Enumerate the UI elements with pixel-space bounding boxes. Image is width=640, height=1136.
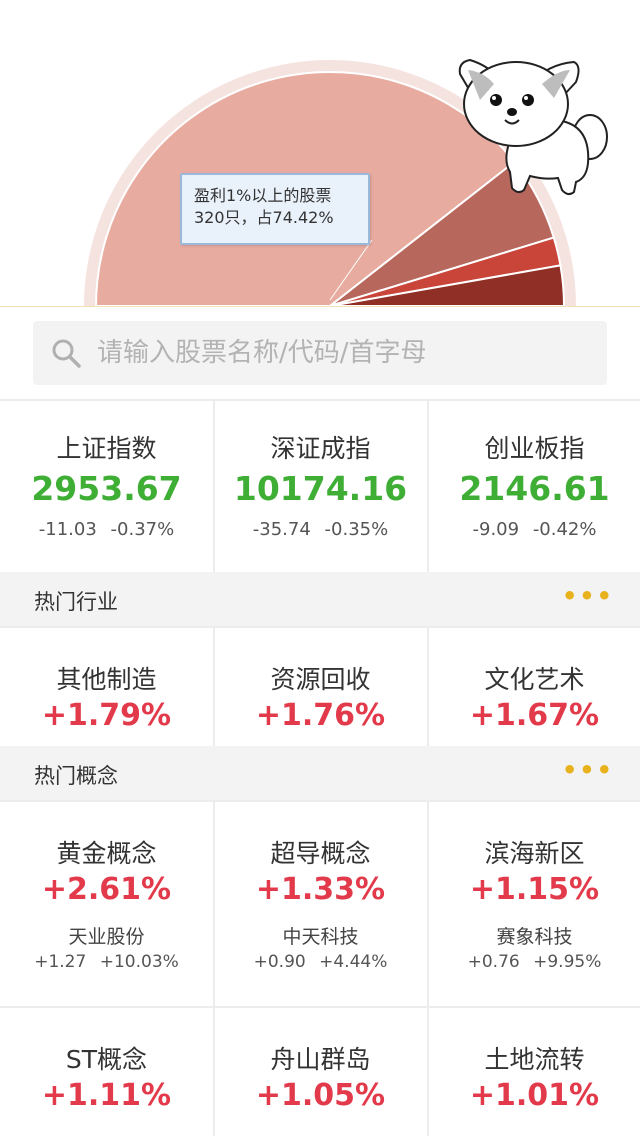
index-value: 2146.61 [459,469,610,508]
leading-stock: 天业股份 [68,926,145,948]
index-change-pct: -0.37% [110,519,175,540]
hot-concept-row: 黄金概念 +2.61% 天业股份 +1.27 +10.03% 超导概念 +1.3… [0,800,640,1006]
index-change: -35.74 -0.35% [215,519,426,540]
industry-card[interactable]: 其他制造 +1.79% [0,628,213,746]
concept-name: 超导概念 [270,839,371,868]
industry-pct: +1.76% [255,698,386,733]
index-value: 2953.67 [31,469,182,508]
leading-stock: 赛象科技 [496,926,573,948]
more-icon[interactable]: ••• [561,756,614,784]
industry-pct: +1.79% [41,698,172,733]
stock-change-pct: +10.03% [99,952,179,972]
concept-card[interactable]: 黄金概念 +2.61% 天业股份 +1.27 +10.03% [0,802,213,1006]
hot-industry-row: 其他制造 +1.79% 资源回收 +1.76% 文化艺术 +1.67% [0,626,640,746]
concept-pct: +1.15% [469,872,600,907]
index-card-chinext[interactable]: 创业板指 2146.61 -9.09 -0.42% [427,401,640,572]
market-panel: 请输入股票名称/代码/首字母 上证指数 2953.67 -11.03 -0.37… [0,306,640,1136]
search-box[interactable]: 请输入股票名称/代码/首字母 [33,321,607,385]
pie-center-line [329,239,373,301]
industry-pct: +1.67% [469,698,600,733]
index-name: 上证指数 [56,434,157,463]
section-title: 热门概念 [34,764,118,788]
index-value: 10174.16 [233,469,408,508]
index-change-pct: -0.35% [324,519,389,540]
tooltip-value: 320只，占74.42% [194,208,334,227]
stock-change-value: +1.27 [34,952,87,972]
index-card-shanghai[interactable]: 上证指数 2953.67 -11.03 -0.37% [0,401,213,572]
index-name: 创业板指 [484,434,585,463]
pie-slice-4[interactable] [329,264,566,306]
search-bar: 请输入股票名称/代码/首字母 [0,307,640,399]
stock-change-pct: +9.95% [533,952,602,972]
concept-pct: +2.61% [41,872,172,907]
industry-card[interactable]: 文化艺术 +1.67% [427,628,640,746]
concept-name: 黄金概念 [56,839,157,868]
index-change-value: -35.74 [252,519,311,540]
index-change-pct: -0.42% [532,519,597,540]
concept-name: ST概念 [65,1045,148,1074]
concept-card[interactable]: 舟山群岛 +1.05% [213,1008,426,1136]
index-change: -9.09 -0.42% [429,519,640,540]
concept-pct: +1.33% [255,872,386,907]
stock-change-pct: +4.44% [319,952,388,972]
hot-concept-header: 热门概念 ••• [0,746,640,800]
industry-name: 资源回收 [270,665,371,694]
index-change-value: -9.09 [472,519,520,540]
leading-stock: 中天科技 [282,926,359,948]
stock-change-value: +0.76 [467,952,520,972]
search-icon [52,339,81,368]
industry-card[interactable]: 资源回收 +1.76% [213,628,426,746]
hot-industry-header: 热门行业 ••• [0,572,640,626]
index-card-shenzhen[interactable]: 深证成指 10174.16 -35.74 -0.35% [213,401,426,572]
more-icon[interactable]: ••• [561,582,614,610]
stock-change: +0.90 +4.44% [215,952,426,972]
industry-name: 其他制造 [56,665,157,694]
concept-card[interactable]: 滨海新区 +1.15% 赛象科技 +0.76 +9.95% [427,802,640,1006]
index-change-value: -11.03 [38,519,97,540]
index-row: 上证指数 2953.67 -11.03 -0.37% 深证成指 10174.16… [0,399,640,572]
concept-pct: +1.11% [41,1078,172,1113]
pie-tooltip: 盈利1%以上的股票 320只，占74.42% [180,173,370,245]
concept-card[interactable]: ST概念 +1.11% [0,1008,213,1136]
concept-name: 土地流转 [484,1045,585,1074]
section-title: 热门行业 [34,590,118,614]
concept-card[interactable]: 土地流转 +1.01% [427,1008,640,1136]
concept-pct: +1.05% [255,1078,386,1113]
index-name: 深证成指 [270,434,371,463]
hot-concept-row: ST概念 +1.11% 舟山群岛 +1.05% 土地流转 +1.01% [0,1006,640,1136]
concept-card[interactable]: 超导概念 +1.33% 中天科技 +0.90 +4.44% [213,802,426,1006]
stock-change: +1.27 +10.03% [0,952,213,972]
concept-pct: +1.01% [469,1078,600,1113]
profit-pie-chart: 盈利1%以上的股票 320只，占74.42% [0,0,640,306]
index-change: -11.03 -0.37% [0,519,213,540]
puppy-mascot-icon [458,58,608,196]
stock-change: +0.76 +9.95% [429,952,640,972]
industry-name: 文化艺术 [484,665,585,694]
concept-name: 舟山群岛 [270,1045,371,1074]
tooltip-title: 盈利1%以上的股票 [194,186,332,205]
stock-change-value: +0.90 [253,952,306,972]
search-input[interactable]: 请输入股票名称/代码/首字母 [97,338,427,368]
concept-name: 滨海新区 [484,839,585,868]
